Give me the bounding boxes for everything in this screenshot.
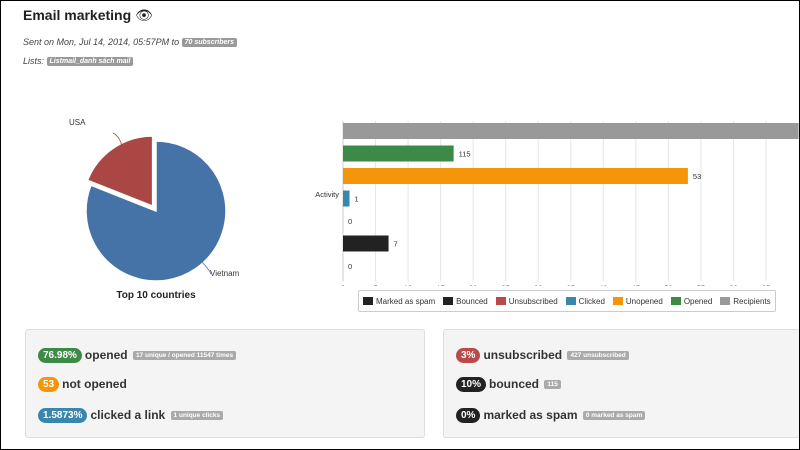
spam-tag: 0 marked as spam bbox=[582, 411, 646, 421]
not-opened-row: 53 not opened bbox=[38, 377, 127, 393]
spam-label: marked as spam bbox=[483, 408, 578, 422]
unsubscribed-badge: 3% bbox=[456, 348, 481, 364]
x-tick-label: 5 bbox=[373, 284, 377, 287]
legend-item-clicked[interactable]: Clicked bbox=[565, 296, 605, 306]
bar-opened[interactable] bbox=[343, 145, 454, 162]
x-tick-label: 30 bbox=[534, 284, 542, 287]
legend-item-bounced[interactable]: Bounced bbox=[443, 297, 488, 306]
bar-unopened[interactable] bbox=[343, 168, 688, 184]
legend-item-marked-as-spam[interactable]: Marked as spam bbox=[363, 297, 435, 306]
legend-label: Unsubscribed bbox=[508, 296, 558, 306]
chart-legend: Marked as spam Bounced Unsubscribed Clicked… bbox=[358, 290, 776, 312]
x-tick-label: 65 bbox=[762, 284, 770, 287]
page-title: Email marketing 👁 bbox=[23, 7, 153, 24]
unsubscribed-row: 3% unsubscribed 427 unsubscribed bbox=[456, 348, 629, 364]
sent-text: Sent on Mon, Jul 14, 2014, 05:57PM to bbox=[23, 37, 180, 47]
activity-bar-chart: 05101520253035404550556065115531070Activ… bbox=[315, 121, 799, 287]
legend-item-recipients[interactable]: Recipients bbox=[720, 296, 771, 306]
x-tick-label: 40 bbox=[599, 284, 607, 287]
pie-svg bbox=[85, 132, 227, 282]
bar-recipients[interactable] bbox=[343, 123, 799, 139]
unsubscribed-tag: 427 unsubscribed bbox=[567, 351, 629, 361]
x-tick-label: 10 bbox=[404, 284, 412, 287]
x-tick-label: 15 bbox=[436, 284, 444, 287]
clicked-label: clicked a link bbox=[90, 408, 166, 422]
legend-item-unopened[interactable]: Unopened bbox=[612, 296, 663, 306]
legend-label: Bounced bbox=[456, 296, 488, 306]
sent-info: Sent on Mon, Jul 14, 2014, 05:57PM to 70… bbox=[23, 37, 238, 48]
x-tick-label: 20 bbox=[469, 284, 477, 287]
legend-label: Recipients bbox=[733, 296, 771, 306]
clicked-tag: 1 unique clicks bbox=[170, 411, 224, 421]
opened-row: 76.98% opened 17 unique / opened 11547 ti… bbox=[38, 348, 237, 364]
pie-connector-usa bbox=[112, 132, 124, 152]
bar-value-label: 7 bbox=[394, 240, 398, 249]
pie-connector-vietnam bbox=[200, 260, 212, 275]
bar-bounced[interactable] bbox=[343, 235, 389, 252]
legend-label: Marked as spam bbox=[376, 296, 436, 306]
legend-item-unsubscribed[interactable]: Unsubscribed bbox=[495, 296, 558, 306]
not-opened-label: not opened bbox=[62, 377, 127, 391]
page-title-text: Email marketing bbox=[23, 7, 132, 23]
legend-label: Unopened bbox=[625, 296, 663, 306]
countries-pie-chart bbox=[61, 111, 261, 311]
legend-swatch bbox=[565, 297, 576, 305]
opened-badge: 76.98% bbox=[38, 348, 82, 364]
x-tick-label: 25 bbox=[502, 284, 510, 287]
pie-title: Top 10 countries bbox=[116, 290, 196, 301]
stats-left-panel: 76.98% opened 17 unique / opened 11547 ti… bbox=[25, 329, 425, 438]
legend-swatch bbox=[495, 297, 506, 305]
pie-label-vietnam: Vietnam bbox=[210, 269, 240, 278]
legend-label: Clicked bbox=[578, 296, 605, 306]
opened-label: opened bbox=[84, 348, 128, 362]
legend-swatch bbox=[670, 297, 681, 305]
x-tick-label: 55 bbox=[697, 284, 705, 287]
bounced-label: bounced bbox=[489, 377, 540, 391]
clicked-row: 1.5873% clicked a link 1 unique clicks bbox=[38, 408, 224, 424]
legend-item-opened[interactable]: Opened bbox=[670, 296, 713, 306]
x-tick-label: 50 bbox=[664, 284, 672, 287]
bounced-badge: 10% bbox=[456, 377, 487, 393]
pie-slice-usa[interactable] bbox=[86, 135, 154, 208]
x-tick-label: 45 bbox=[632, 284, 640, 287]
x-tick-label: 35 bbox=[567, 284, 575, 287]
spam-badge: 0% bbox=[456, 408, 481, 424]
bar-clicked[interactable] bbox=[343, 190, 350, 207]
bounced-tag: 115 bbox=[544, 380, 561, 390]
stats-right-panel: 3% unsubscribed 427 unsubscribed 10% bounc… bbox=[443, 329, 799, 438]
bar-value-label: 1 bbox=[355, 195, 359, 204]
x-tick-label: 60 bbox=[729, 284, 737, 287]
spam-row: 0% marked as spam 0 marked as spam bbox=[456, 408, 646, 424]
bar-value-label: 115 bbox=[459, 150, 471, 159]
bar-value-label: 53 bbox=[693, 172, 701, 181]
eye-icon[interactable]: 👁 bbox=[135, 7, 153, 23]
lists-label: Lists: bbox=[23, 56, 45, 66]
legend-swatch bbox=[443, 297, 454, 305]
subscribers-tag: 70 subscribers bbox=[181, 38, 238, 48]
legend-swatch bbox=[612, 297, 623, 305]
legend-label: Opened bbox=[683, 296, 713, 306]
legend-swatch bbox=[363, 297, 373, 305]
pie-slice-vietnam[interactable] bbox=[85, 140, 227, 282]
legend-swatch bbox=[720, 297, 731, 305]
category-label: Activity bbox=[315, 190, 339, 199]
x-tick-label: 0 bbox=[341, 284, 345, 287]
opened-tag: 17 unique / opened 11547 times bbox=[132, 351, 237, 361]
bounced-row: 10% bounced 115 bbox=[456, 377, 561, 393]
bar-value-label: 0 bbox=[348, 262, 352, 271]
clicked-badge: 1.5873% bbox=[38, 408, 88, 424]
list-tag: Listmail_danh sách mail bbox=[46, 57, 134, 67]
lists-info: Lists: Listmail_danh sách mail bbox=[23, 56, 134, 67]
bar-value-label: 0 bbox=[348, 217, 352, 226]
not-opened-badge: 53 bbox=[38, 377, 60, 393]
unsubscribed-label: unsubscribed bbox=[483, 348, 563, 362]
pie-label-usa: USA bbox=[69, 118, 86, 127]
